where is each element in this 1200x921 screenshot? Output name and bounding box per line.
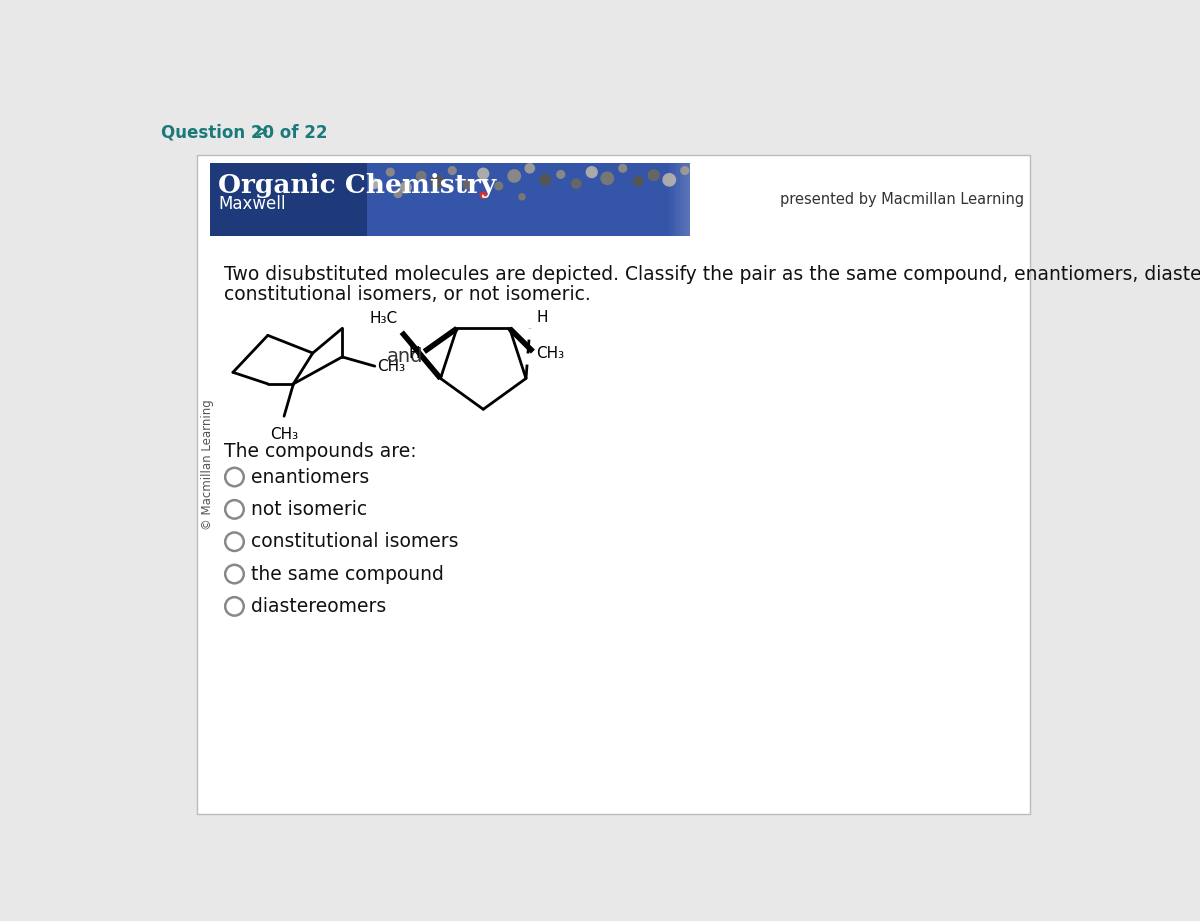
Circle shape	[518, 193, 526, 200]
Circle shape	[394, 190, 402, 197]
Circle shape	[480, 192, 486, 198]
Text: and: and	[386, 347, 422, 367]
Text: not isomeric: not isomeric	[251, 500, 367, 519]
Text: diastereomers: diastereomers	[251, 597, 386, 616]
Circle shape	[431, 175, 443, 188]
Circle shape	[478, 169, 488, 179]
Circle shape	[619, 165, 626, 172]
Circle shape	[416, 171, 426, 181]
Circle shape	[648, 169, 659, 181]
Text: © Macmillan Learning: © Macmillan Learning	[200, 400, 214, 530]
Circle shape	[463, 180, 473, 189]
Text: the same compound: the same compound	[251, 565, 444, 584]
Text: Question 20 of 22: Question 20 of 22	[161, 123, 328, 141]
Circle shape	[634, 177, 643, 186]
Circle shape	[370, 179, 379, 188]
Circle shape	[571, 179, 581, 188]
FancyBboxPatch shape	[197, 155, 1030, 813]
Text: Maxwell: Maxwell	[218, 195, 286, 214]
Text: Two disubstituted molecules are depicted. Classify the pair as the same compound: Two disubstituted molecules are depicted…	[224, 264, 1200, 284]
Text: CH₃: CH₃	[536, 345, 564, 361]
Circle shape	[526, 164, 534, 173]
Text: H₃C: H₃C	[370, 311, 398, 326]
Circle shape	[680, 167, 689, 174]
Circle shape	[386, 169, 394, 176]
Text: constitutional isomers, or not isomeric.: constitutional isomers, or not isomeric.	[224, 286, 592, 304]
Circle shape	[557, 170, 565, 179]
Circle shape	[401, 182, 412, 192]
Circle shape	[449, 167, 456, 174]
FancyBboxPatch shape	[367, 163, 690, 236]
Text: presented by Macmillan Learning: presented by Macmillan Learning	[780, 192, 1025, 206]
Circle shape	[601, 172, 613, 184]
Circle shape	[540, 174, 551, 185]
Circle shape	[587, 167, 598, 178]
Text: >: >	[254, 123, 269, 141]
Text: H: H	[408, 345, 420, 361]
Circle shape	[494, 182, 503, 190]
Text: constitutional isomers: constitutional isomers	[251, 532, 458, 552]
Text: CH₃: CH₃	[377, 358, 406, 374]
Text: Organic Chemistry: Organic Chemistry	[218, 173, 497, 199]
Text: CH₃: CH₃	[270, 427, 298, 442]
Text: H: H	[536, 309, 547, 324]
FancyBboxPatch shape	[210, 163, 690, 236]
Text: The compounds are:: The compounds are:	[224, 442, 418, 460]
Circle shape	[508, 169, 521, 182]
Circle shape	[664, 174, 676, 186]
Text: enantiomers: enantiomers	[251, 468, 370, 486]
